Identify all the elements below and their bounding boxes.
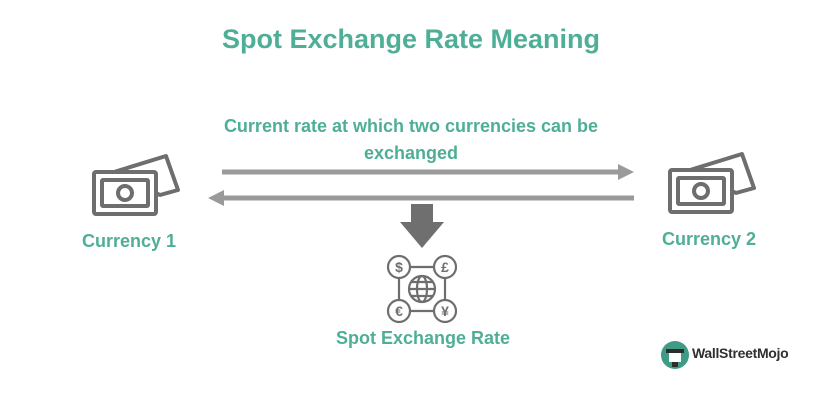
- brand-name: WallStreetMojo: [692, 345, 789, 361]
- pound-symbol: £: [441, 259, 449, 275]
- yen-symbol: ¥: [441, 303, 449, 319]
- diagram-title: Spot Exchange Rate Meaning: [221, 24, 601, 54]
- dollar-symbol: $: [395, 259, 403, 275]
- banknote-icon: [668, 152, 756, 214]
- arrow-down: [400, 204, 444, 248]
- arrow-left: [208, 190, 634, 206]
- arrow-right: [222, 164, 634, 180]
- spot-exchange-rate-label: Spot Exchange Rate: [336, 328, 511, 348]
- banknote-icon: [92, 154, 180, 216]
- currency-exchange-globe-icon: $ £ € ¥: [386, 254, 458, 324]
- currency-1-label: Currency 1: [82, 231, 177, 251]
- description-text: Current rate at which two currencies can…: [223, 116, 599, 163]
- currency-2-label: Currency 2: [662, 229, 757, 249]
- wallstreetmojo-logo-icon: [661, 341, 689, 369]
- euro-symbol: €: [395, 303, 403, 319]
